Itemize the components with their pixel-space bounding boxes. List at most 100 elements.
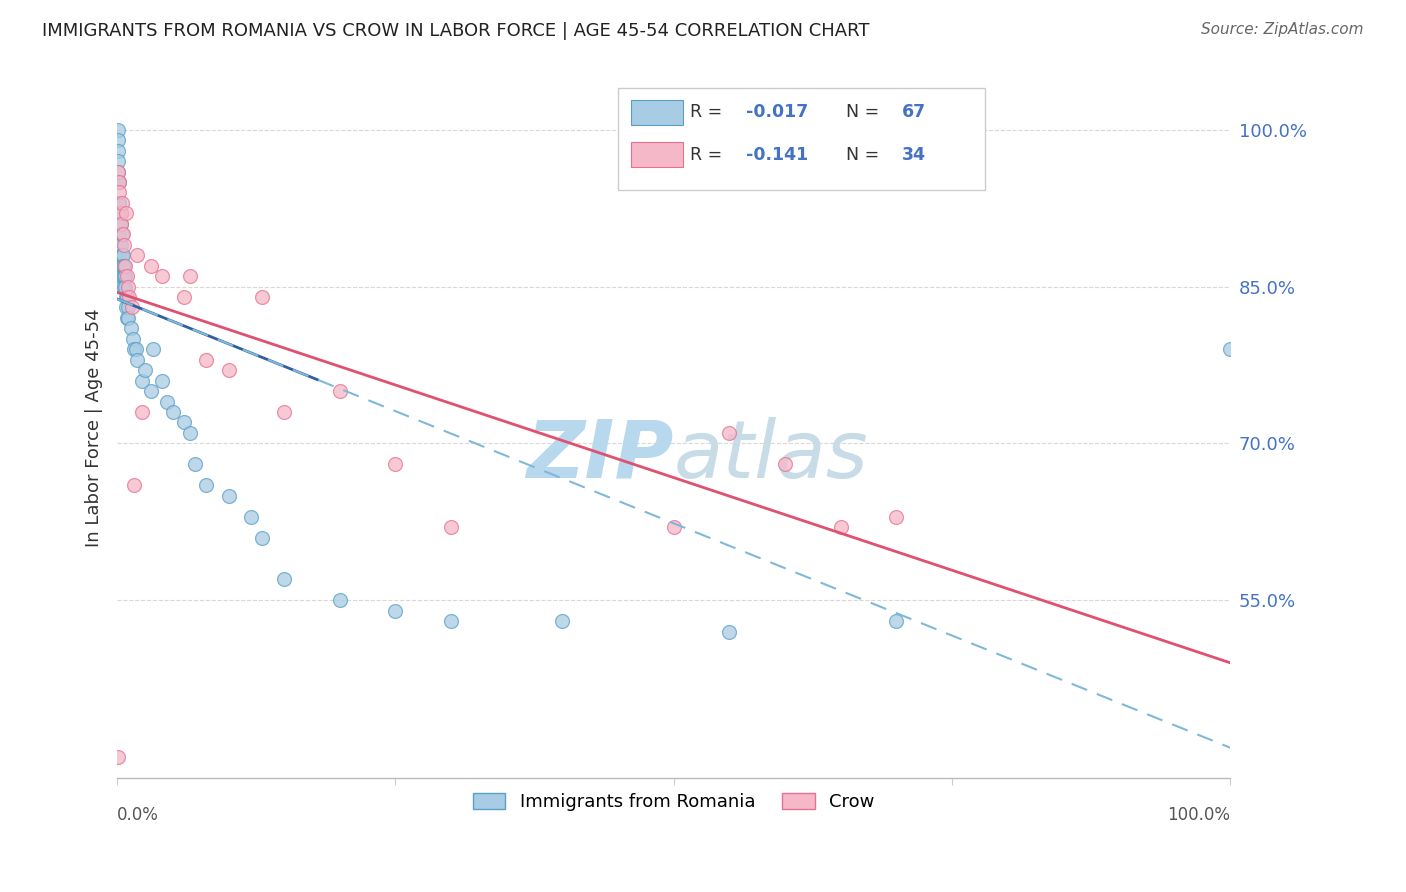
Text: Source: ZipAtlas.com: Source: ZipAtlas.com [1201,22,1364,37]
Point [329,593,352,607]
Point [551,614,574,628]
Point [112,259,135,273]
Point [150,269,173,284]
Point [114,279,136,293]
Point [250,531,273,545]
Point [114,269,136,284]
Point [110,237,132,252]
Point [111,259,134,273]
Point [111,259,134,273]
Point [830,520,852,534]
Point [122,343,145,357]
Point [718,425,741,440]
Text: 0.0%: 0.0% [117,806,159,824]
Point [111,227,134,242]
Point [115,269,138,284]
Point [108,248,131,262]
Point [134,363,156,377]
Point [115,310,138,325]
Point [107,217,129,231]
Text: N =: N = [846,103,884,121]
Text: 100.0%: 100.0% [1167,806,1230,824]
Point [108,175,131,189]
FancyBboxPatch shape [631,100,683,125]
Text: atlas: atlas [673,417,869,495]
Point [195,352,218,367]
Point [156,394,179,409]
Point [184,458,207,472]
Point [195,478,218,492]
Point [121,301,143,315]
Point [112,269,135,284]
Point [662,520,685,534]
Point [108,217,131,231]
Point [120,321,142,335]
Point [273,572,295,586]
Point [107,144,129,158]
Point [139,259,162,273]
Point [886,614,908,628]
Point [110,206,132,220]
Point [112,237,135,252]
Point [108,259,131,273]
Point [250,290,273,304]
Point [122,478,145,492]
FancyBboxPatch shape [619,88,986,189]
Point [440,614,463,628]
Point [108,195,131,210]
Point [239,509,262,524]
Text: R =: R = [690,103,728,121]
Point [108,237,131,252]
Point [114,259,136,273]
Point [162,405,184,419]
Point [384,458,406,472]
Point [111,269,134,284]
Legend: Immigrants from Romania, Crow: Immigrants from Romania, Crow [465,785,882,818]
Point [110,269,132,284]
Point [110,206,132,220]
Point [886,509,908,524]
Y-axis label: In Labor Force | Age 45-54: In Labor Force | Age 45-54 [86,309,103,547]
Point [127,248,149,262]
Text: -0.017: -0.017 [747,103,808,121]
Point [110,217,132,231]
Point [142,343,165,357]
Text: 34: 34 [901,145,927,163]
Point [773,458,796,472]
Point [718,624,741,639]
Point [125,343,148,357]
Point [107,175,129,189]
Point [111,248,134,262]
Point [108,186,131,200]
Text: 67: 67 [901,103,927,121]
Point [117,301,139,315]
Point [121,332,143,346]
Point [179,269,201,284]
Point [179,425,201,440]
Point [107,164,129,178]
Point [1219,343,1241,357]
Point [111,227,134,242]
Point [173,416,195,430]
Point [111,248,134,262]
Point [111,279,134,293]
Point [117,279,139,293]
Point [384,604,406,618]
Point [440,520,463,534]
Point [108,175,131,189]
Point [329,384,352,398]
Point [111,195,134,210]
Point [107,206,129,220]
Point [118,290,141,304]
Text: N =: N = [846,145,884,163]
Point [107,122,129,136]
Point [110,259,132,273]
Point [131,405,153,419]
Point [218,489,240,503]
Point [218,363,240,377]
Point [107,164,129,178]
Point [131,374,153,388]
Point [107,133,129,147]
Text: IMMIGRANTS FROM ROMANIA VS CROW IN LABOR FORCE | AGE 45-54 CORRELATION CHART: IMMIGRANTS FROM ROMANIA VS CROW IN LABOR… [42,22,870,40]
FancyBboxPatch shape [631,142,683,167]
